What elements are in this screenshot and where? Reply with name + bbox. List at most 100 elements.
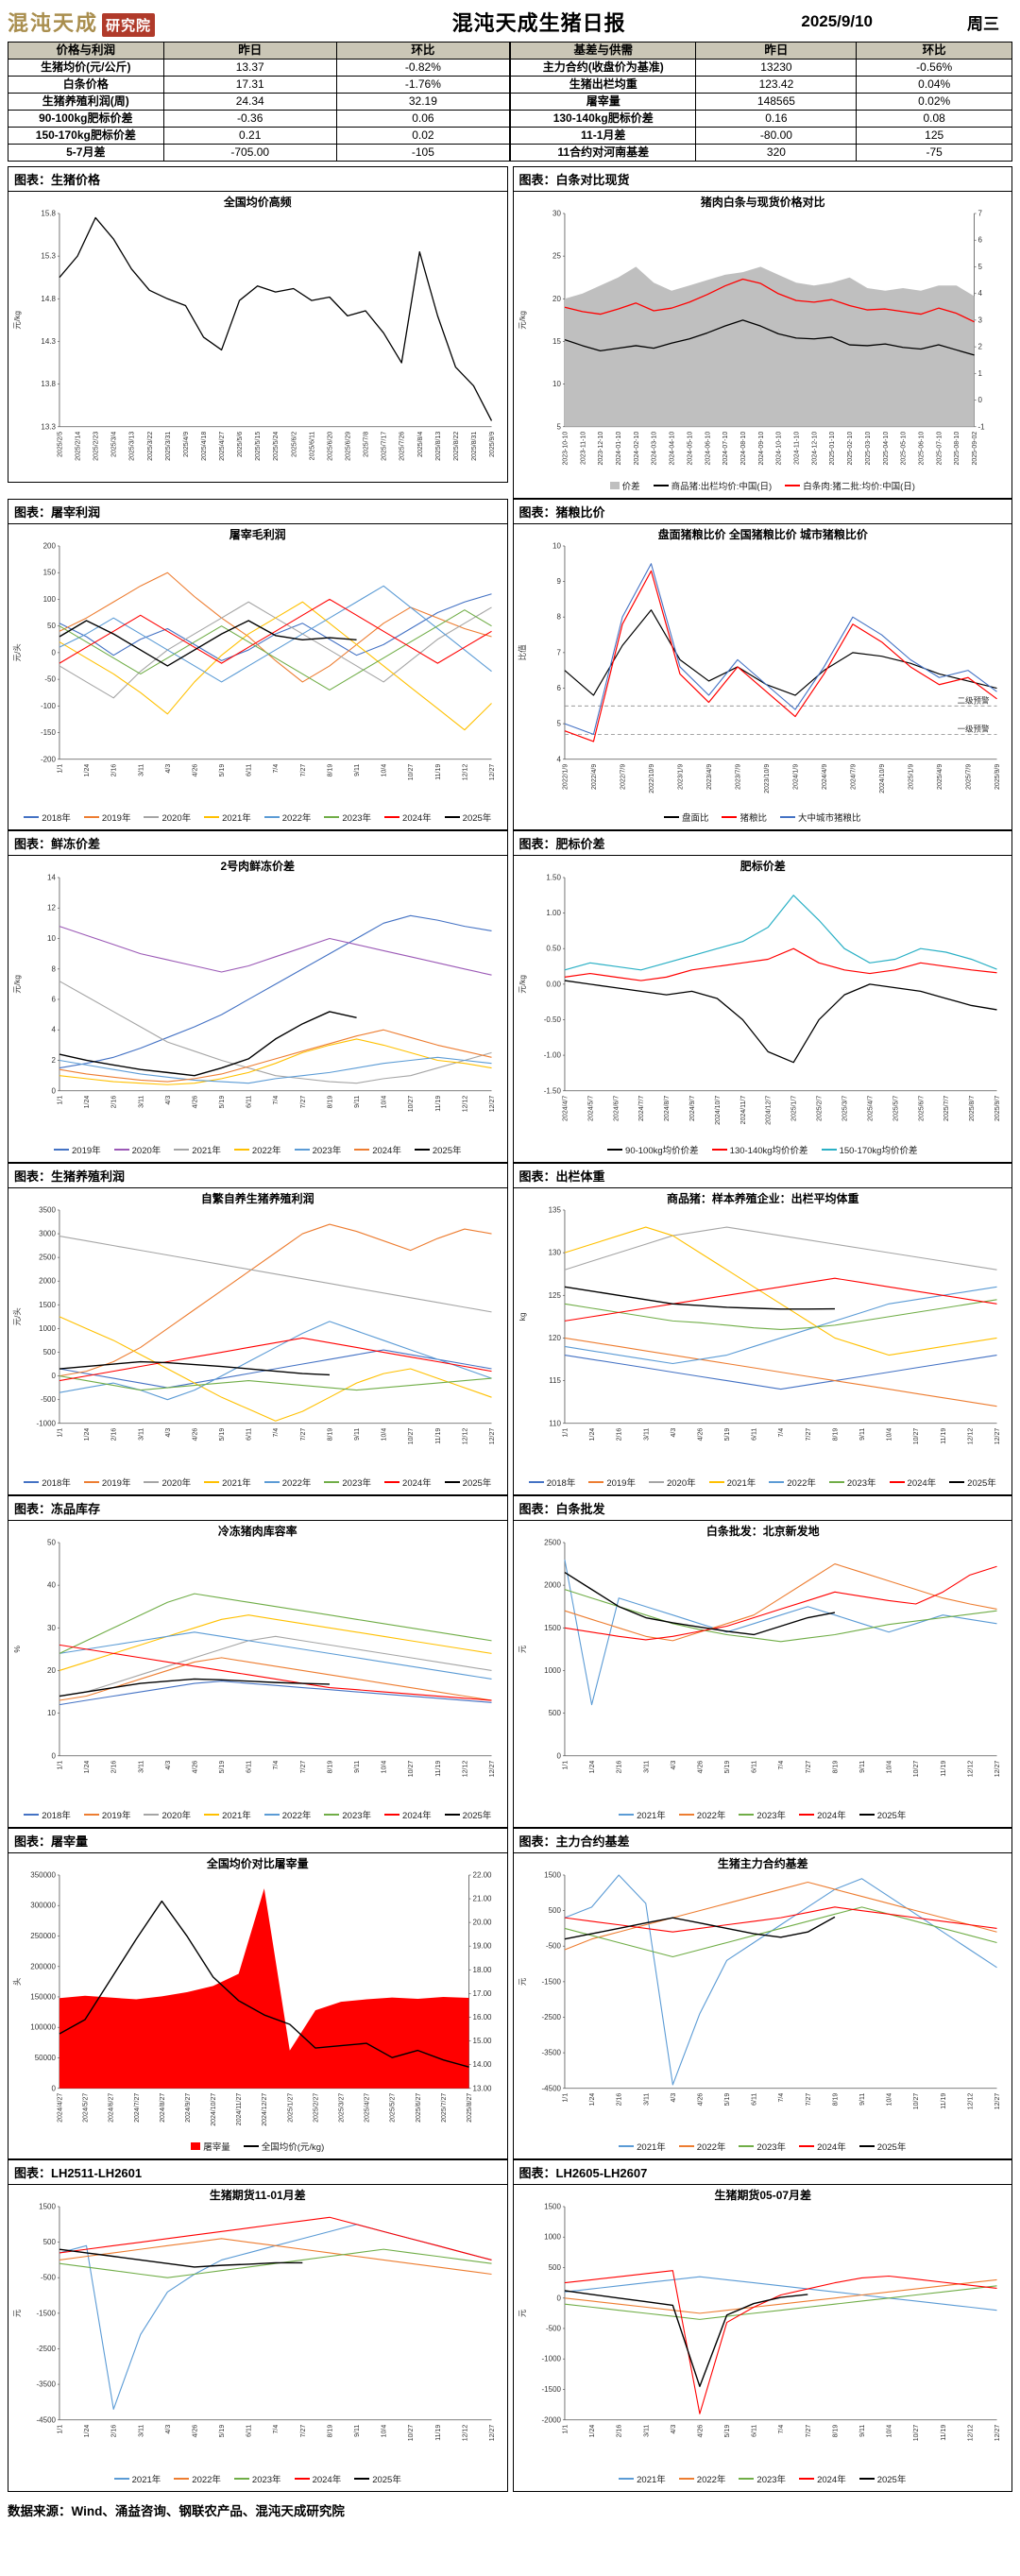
- legend-item: 2023年: [233, 2472, 281, 2485]
- svg-text:全国均价对比屠宰量: 全国均价对比屠宰量: [206, 1856, 309, 1870]
- svg-text:10/4: 10/4: [382, 1760, 388, 1773]
- svg-text:2/16: 2/16: [616, 2092, 622, 2106]
- svg-text:0: 0: [52, 1087, 57, 1096]
- legend-label: 2021年: [637, 2142, 666, 2154]
- chart-figure: 全国均价对比屠宰量头 0 50000 100000 150000 200000 250000…: [8, 1851, 508, 2160]
- svg-text:10/27: 10/27: [408, 1760, 415, 1777]
- legend-item: 2020年: [144, 810, 191, 824]
- svg-text:20.00: 20.00: [473, 1918, 493, 1926]
- svg-text:4/26: 4/26: [192, 2425, 198, 2438]
- svg-text:2023/10/9: 2023/10/9: [763, 763, 770, 793]
- svg-text:12/27: 12/27: [994, 2425, 1001, 2442]
- legend-swatch: [354, 2477, 370, 2480]
- svg-text:2024-07-10: 2024-07-10: [722, 432, 729, 466]
- legend-item: 价差: [609, 479, 640, 492]
- svg-text:2025/7/7: 2025/7/7: [944, 1096, 950, 1121]
- svg-text:2025/5/6: 2025/5/6: [237, 432, 244, 457]
- legend-swatch: [264, 1813, 280, 1816]
- summary-header: 价格与利润: [8, 42, 164, 60]
- svg-text:1000: 1000: [544, 2233, 561, 2242]
- legend-item: 2018年: [24, 1808, 71, 1821]
- svg-text:2025/8/7: 2025/8/7: [969, 1096, 976, 1121]
- svg-text:3000: 3000: [39, 1230, 56, 1238]
- svg-text:12: 12: [47, 904, 56, 913]
- svg-text:9/11: 9/11: [354, 763, 361, 776]
- svg-text:7/4: 7/4: [273, 1428, 280, 1438]
- chart-grid: 图表：生猪价格 全国均价高频 元/kg 13.3 13.8 14.3 14.8 15.3 15.…: [8, 166, 1012, 2492]
- svg-text:2025/6/2: 2025/6/2: [291, 432, 298, 457]
- legend-item: 猪粮比: [722, 810, 767, 824]
- legend-label: 2022年: [192, 2474, 221, 2485]
- svg-text:盘面猪粮比价 全国猪粮比价 城市猪粮比价: 盘面猪粮比价 全国猪粮比价 城市猪粮比价: [657, 527, 868, 541]
- svg-text:3500: 3500: [39, 1206, 56, 1215]
- legend-item: 2023年: [324, 810, 371, 824]
- svg-text:1/24: 1/24: [84, 1428, 91, 1442]
- basis-supply-table: 基差与供需 昨日 环比 主力合约(收盘价为基准) 13230 -0.56% 生猪出栏均重 12…: [509, 42, 1012, 162]
- svg-text:生猪期货11-01月差: 生猪期货11-01月差: [210, 2188, 306, 2202]
- summary-row: 生猪养殖利润(周) 24.34 32.19: [8, 93, 511, 111]
- summary-row: 白条价格 17.31 -1.76%: [8, 76, 511, 94]
- legend-swatch: [54, 1149, 69, 1152]
- svg-text:9/11: 9/11: [859, 2092, 866, 2105]
- chart-figure: 全国均价高频 元/kg 13.3 13.8 14.3 14.8 15.3 15.8 2025/2…: [8, 191, 508, 483]
- metric-label: 90-100kg肥标价差: [8, 110, 164, 128]
- svg-text:2/16: 2/16: [111, 2425, 118, 2438]
- chart-legend: 价差 商品猪:出栏均价:中国(日) 白条肉:猪二批:均价:中国(日): [516, 478, 1011, 494]
- svg-text:12/27: 12/27: [994, 1760, 1001, 1777]
- metric-yesterday: -705.00: [162, 144, 337, 162]
- svg-text:8/19: 8/19: [832, 1428, 839, 1442]
- svg-text:1: 1: [978, 369, 982, 378]
- svg-text:2025/3/22: 2025/3/22: [147, 432, 154, 461]
- brand-logo: 混沌天成 研究院: [8, 7, 277, 37]
- chart-section-label: 图表：肥标价差: [512, 830, 1012, 856]
- svg-text:12/27: 12/27: [489, 1096, 496, 1113]
- legend-label: 2022年: [696, 1810, 726, 1821]
- chart-legend: 90-100kg均价价差 130-140kg均价价差 150-170kg均价价差: [516, 1142, 1011, 1158]
- svg-text:-1000: -1000: [541, 2355, 561, 2363]
- svg-text:9/11: 9/11: [859, 1428, 866, 1441]
- svg-text:2024-06-10: 2024-06-10: [705, 432, 711, 466]
- svg-text:0: 0: [52, 1372, 57, 1380]
- metric-label: 150-170kg肥标价差: [8, 127, 164, 145]
- svg-text:生猪期货05-07月差: 生猪期货05-07月差: [714, 2188, 810, 2202]
- svg-text:1/1: 1/1: [562, 2092, 569, 2102]
- svg-text:2025/4/18: 2025/4/18: [201, 432, 208, 461]
- svg-text:2025/2/5: 2025/2/5: [57, 432, 63, 457]
- svg-text:5/19: 5/19: [724, 1760, 731, 1773]
- legend-swatch: [354, 1149, 370, 1152]
- svg-text:7/4: 7/4: [273, 763, 280, 773]
- legend-item: 2025年: [858, 2140, 906, 2153]
- svg-text:4/3: 4/3: [165, 1096, 172, 1105]
- legend-label: 2025年: [967, 1477, 996, 1489]
- svg-text:2024/1/9: 2024/1/9: [792, 763, 799, 789]
- legend-swatch: [144, 1480, 160, 1483]
- svg-text:-150: -150: [41, 728, 57, 737]
- svg-text:12/12: 12/12: [967, 1428, 974, 1445]
- metric-yesterday: 0.16: [695, 110, 858, 128]
- svg-text:10/27: 10/27: [913, 2425, 920, 2442]
- svg-text:4/26: 4/26: [697, 2092, 704, 2106]
- chart-svg: 冷冻猪肉库容率% 0 10 20 30 40 50 1/1 1/24 2/16 3/11 4/3 4/2…: [12, 1524, 496, 1777]
- legend-label: 2023年: [312, 1146, 342, 1157]
- svg-text:-2000: -2000: [541, 2415, 561, 2424]
- svg-text:2/16: 2/16: [111, 1428, 118, 1442]
- svg-text:4: 4: [556, 755, 561, 763]
- svg-text:-4500: -4500: [37, 2415, 57, 2424]
- svg-text:2022/7/9: 2022/7/9: [620, 763, 626, 789]
- svg-text:元/kg: 元/kg: [12, 311, 22, 330]
- legend-label: 2022年: [281, 813, 312, 825]
- svg-text:18.00: 18.00: [473, 1965, 493, 1973]
- svg-text:7/27: 7/27: [300, 763, 307, 776]
- svg-text:4: 4: [978, 289, 982, 298]
- svg-text:2025/6/7: 2025/6/7: [918, 1096, 925, 1121]
- svg-text:2025/9/9: 2025/9/9: [994, 763, 1001, 789]
- legend-swatch: [384, 1813, 400, 1816]
- legend-label: 2025年: [372, 2474, 401, 2485]
- svg-text:2023-11-10: 2023-11-10: [580, 432, 586, 465]
- svg-text:2024-04-10: 2024-04-10: [669, 432, 675, 466]
- legend-label: 2018年: [42, 1810, 71, 1821]
- report-header: 混沌天成 研究院 混沌天成生猪日报 2025/9/10 周三: [8, 5, 1012, 39]
- legend-label: 2024年: [817, 2142, 846, 2154]
- svg-text:4: 4: [52, 1026, 57, 1034]
